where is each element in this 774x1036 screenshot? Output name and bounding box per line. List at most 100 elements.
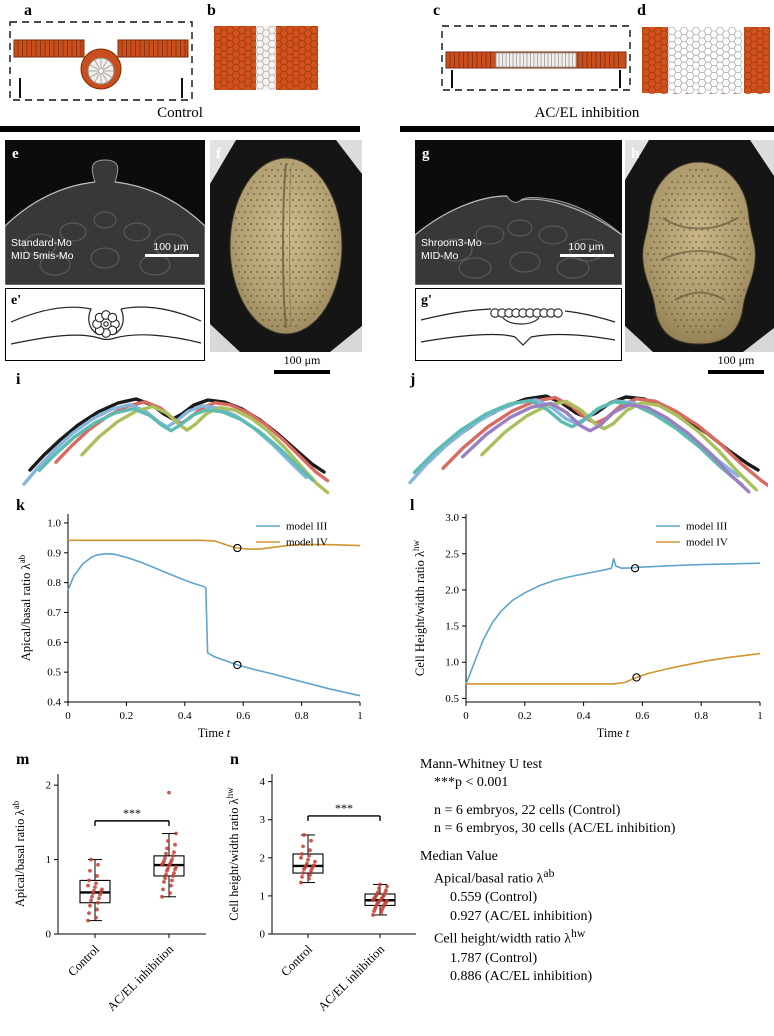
svg-text:Cell height/width ratio λhw: Cell height/width ratio λhw bbox=[226, 787, 241, 921]
stats-ab-label-sup: ab bbox=[543, 867, 555, 881]
svg-text:Time t: Time t bbox=[198, 726, 231, 740]
svg-text:***: *** bbox=[123, 806, 141, 820]
tissue-surface-right bbox=[520, 198, 622, 236]
stats-median-title: Median Value bbox=[420, 848, 498, 864]
svg-text:0.2: 0.2 bbox=[120, 710, 134, 722]
panel-label-n: n bbox=[230, 751, 239, 768]
panel-label-a: a bbox=[24, 2, 32, 19]
embryo-dorsal-treatment: h bbox=[625, 140, 774, 352]
panel-label-c: c bbox=[433, 2, 441, 19]
glass-reflection bbox=[210, 140, 236, 184]
stats-hw-control: 1.787 (Control) bbox=[450, 950, 538, 966]
glass-reflection bbox=[743, 328, 774, 352]
svg-text:1: 1 bbox=[757, 710, 763, 722]
stats-hw-label: Cell height/width ratio λhw bbox=[434, 926, 772, 949]
panel-label-d: d bbox=[637, 2, 646, 19]
svg-text:0: 0 bbox=[463, 710, 469, 722]
tissue-surface-left bbox=[5, 181, 96, 227]
embryo-dorsal-control: f bbox=[210, 140, 362, 352]
embryo-body bbox=[642, 161, 756, 345]
svg-text:1: 1 bbox=[260, 890, 266, 902]
svg-text:0: 0 bbox=[260, 929, 266, 941]
micrograph-treatment: g Shroom3-Mo MID-Mo 100 μm bbox=[415, 140, 622, 285]
cell-borders-left bbox=[449, 52, 491, 68]
chart-apical-basal-time: 0 0.2 0.4 0.6 0.8 1 0.4 0.5 0.6 0.7 0.8 0.9 1.0 Time … bbox=[17, 514, 363, 740]
svg-text:***: *** bbox=[335, 801, 353, 815]
svg-text:1.0: 1.0 bbox=[445, 657, 459, 669]
svg-text:Cell Height/width ratio λhw: Cell Height/width ratio λhw bbox=[411, 539, 427, 676]
panel-label-e: e bbox=[12, 146, 19, 162]
panel-label-k: k bbox=[16, 497, 25, 514]
svg-text:Time t: Time t bbox=[597, 726, 630, 740]
svg-text:0.6: 0.6 bbox=[47, 637, 61, 649]
morpholino-label-2: MID-Mo bbox=[421, 250, 458, 262]
svg-text:AC/EL inhibition: AC/EL inhibition bbox=[315, 942, 387, 1014]
stats-text-block: Mann-Whitney U test ***p < 0.001 n = 6 e… bbox=[420, 756, 772, 986]
svg-text:Control: Control bbox=[278, 942, 315, 979]
treatment-group-bar bbox=[400, 126, 774, 132]
control-group-bar bbox=[0, 126, 360, 132]
panel-label-e-prime: e' bbox=[11, 293, 21, 308]
flat-neural-cells bbox=[495, 52, 577, 68]
svg-text:model IV: model IV bbox=[686, 537, 728, 549]
svg-text:1.0: 1.0 bbox=[47, 517, 61, 529]
panel-label-l: l bbox=[410, 497, 415, 514]
schematic-invagination bbox=[9, 21, 193, 101]
neural-fold-line bbox=[289, 165, 292, 327]
micrograph-control: e Standard-Mo MID 5mis-Mo 100 μm bbox=[5, 140, 205, 285]
svg-text:2: 2 bbox=[260, 852, 266, 864]
morpholino-label-1: Standard-Mo bbox=[11, 237, 72, 249]
svg-text:0.4: 0.4 bbox=[577, 710, 591, 722]
svg-text:4: 4 bbox=[260, 776, 266, 788]
svg-text:1.5: 1.5 bbox=[445, 621, 459, 633]
tissue-folds bbox=[660, 217, 738, 301]
flat-cell-borders bbox=[498, 53, 573, 67]
boxplot-apical-basal: 0 1 2 Apical/basal ratio λab Control AC/EL in… bbox=[12, 774, 206, 1014]
svg-text:model IV: model IV bbox=[286, 537, 328, 549]
svg-text:0.9: 0.9 bbox=[47, 547, 61, 559]
svg-text:0.8: 0.8 bbox=[694, 710, 708, 722]
panel-label-b: b bbox=[207, 2, 216, 19]
svg-text:model III: model III bbox=[286, 521, 328, 533]
svg-text:2: 2 bbox=[46, 780, 52, 792]
svg-text:Control: Control bbox=[65, 942, 102, 979]
morpholino-label-2: MID 5mis-Mo bbox=[11, 250, 74, 262]
stats-ab-label-base: Apical/basal ratio λ bbox=[434, 872, 544, 887]
panel-label-f: f bbox=[216, 146, 222, 162]
hex-cells-white bbox=[255, 26, 277, 90]
svg-text:0.5: 0.5 bbox=[445, 693, 459, 705]
svg-text:Apical/basal ratio λab: Apical/basal ratio λab bbox=[12, 800, 27, 907]
boxplot-height-width: 0 1 2 3 4 Cell height/width ratio λhw Control A… bbox=[226, 774, 416, 1014]
rosette-cell-borders bbox=[88, 58, 114, 84]
cell-outlines bbox=[23, 211, 187, 276]
panel-label-g: g bbox=[422, 146, 430, 162]
cell-outlines bbox=[437, 219, 605, 279]
svg-text:1: 1 bbox=[357, 710, 363, 722]
profiles-treatment bbox=[408, 394, 768, 494]
scalebar-label: 100 μm bbox=[568, 241, 603, 253]
svg-text:AC/EL inhibition: AC/EL inhibition bbox=[104, 942, 176, 1014]
panel-label-g-prime: g' bbox=[421, 293, 432, 308]
svg-text:2.0: 2.0 bbox=[445, 584, 459, 596]
stats-hw-label-sup: hw bbox=[571, 927, 586, 941]
stats-hw-label-base: Cell height/width ratio λ bbox=[434, 932, 572, 948]
cell-borders-right bbox=[577, 52, 619, 68]
svg-text:2.5: 2.5 bbox=[445, 548, 459, 560]
scalebar-h bbox=[708, 370, 764, 374]
stats-hw-treatment: 0.886 (AC/EL inhibition) bbox=[450, 969, 593, 984]
schematic-open-sheet bbox=[642, 27, 770, 94]
scalebar bbox=[560, 254, 614, 257]
scalebar-h-label: 100 μm bbox=[717, 353, 755, 367]
panel-label-j: j bbox=[410, 371, 416, 388]
chart-height-width-time: 0 0.2 0.4 0.6 0.8 1 0.5 1.0 1.5 2.0 2.5 3.0 Time t Ce… bbox=[411, 512, 763, 740]
svg-text:0.7: 0.7 bbox=[47, 607, 61, 619]
svg-text:3: 3 bbox=[260, 814, 266, 826]
scalebar-f-label: 100 μm bbox=[283, 353, 321, 367]
stats-n-control: n = 6 embryos, 22 cells (Control) bbox=[434, 802, 621, 818]
glass-reflection bbox=[330, 326, 362, 352]
svg-text:0.4: 0.4 bbox=[178, 710, 192, 722]
svg-text:3.0: 3.0 bbox=[445, 512, 459, 524]
stats-ab-treatment: 0.927 (AC/EL inhibition) bbox=[450, 908, 593, 924]
cell-borders-right bbox=[121, 40, 186, 57]
